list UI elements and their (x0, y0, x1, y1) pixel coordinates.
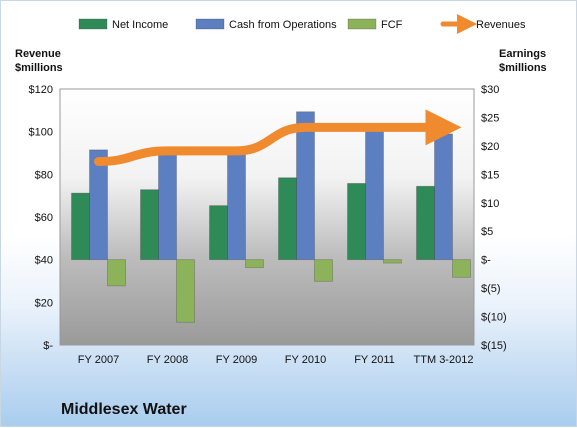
left-axis-title-line2: $millions (15, 62, 63, 74)
revenue-line (94, 109, 462, 167)
bar-fcf (176, 259, 195, 323)
legend-label-net-income: Net Income (112, 19, 168, 31)
revenue-line-series (94, 109, 462, 167)
left-axis-ticks: $- $20 $40 $60 $80 $100 $120 (29, 84, 54, 352)
right-axis-ticks: $(15) $(10) $(5) $- $5 $10 $15 $20 $25 $30 (481, 84, 507, 352)
left-tick-label: $60 (35, 212, 53, 224)
x-tick-label: FY 2008 (147, 354, 188, 366)
legend: Net Income Cash from Operations FCF Revenue… (78, 14, 526, 34)
bar-cash-from-operations (227, 154, 246, 261)
x-tick-label: TTM 3-2012 (414, 354, 474, 366)
bar-fcf (452, 259, 471, 278)
x-tick-label: FY 2011 (354, 354, 395, 366)
left-tick-label: $20 (35, 297, 53, 309)
legend-swatch-cash-from-operations (195, 18, 225, 30)
bar-series (71, 111, 471, 323)
legend-label-fcf: FCF (381, 19, 403, 31)
left-tick-label: $- (43, 340, 53, 352)
right-tick-label: $- (481, 255, 491, 267)
bar-fcf (314, 259, 333, 282)
bar-cash-from-operations (158, 147, 177, 261)
bar-fcf (107, 259, 126, 287)
bar-cash-from-operations (365, 129, 384, 261)
bar-net-income (140, 189, 159, 261)
legend-swatch-net-income (78, 18, 108, 30)
left-tick-label: $120 (29, 84, 53, 96)
right-tick-label: $(10) (481, 312, 507, 324)
right-tick-label: $30 (481, 84, 499, 96)
right-tick-label: $5 (481, 226, 493, 238)
bar-cash-from-operations (89, 149, 108, 261)
bar-cash-from-operations (296, 111, 315, 261)
x-tick-label: FY 2010 (285, 354, 326, 366)
bar-fcf (383, 259, 402, 264)
bar-net-income (416, 185, 435, 261)
right-tick-label: $10 (481, 198, 499, 210)
x-axis-ticks: FY 2007 FY 2008 FY 2009 FY 2010 FY 2011 TTM 3… (78, 354, 474, 366)
x-tick-label: FY 2009 (216, 354, 257, 366)
left-tick-label: $100 (29, 127, 53, 139)
left-tick-label: $80 (35, 169, 53, 181)
chart-title: Middlesex Water (61, 401, 187, 418)
left-axis-title-line1: Revenue (15, 48, 61, 60)
legend-label-revenues: Revenues (476, 19, 526, 31)
right-tick-label: $(5) (481, 283, 501, 295)
right-tick-label: $25 (481, 112, 499, 124)
bar-net-income (278, 177, 297, 261)
left-tick-label: $40 (35, 255, 53, 267)
right-axis-title-line1: Earnings (499, 48, 546, 60)
legend-label-cash-from-operations: Cash from Operations (229, 19, 337, 31)
right-tick-label: $15 (481, 169, 499, 181)
bar-net-income (209, 205, 228, 261)
right-tick-label: $20 (481, 141, 499, 153)
bar-cash-from-operations (434, 133, 453, 261)
bar-fcf (245, 259, 264, 269)
x-tick-label: FY 2007 (78, 354, 119, 366)
bar-net-income (71, 192, 90, 261)
right-axis-title-line2: $millions (499, 62, 547, 74)
right-tick-label: $(15) (481, 340, 507, 352)
legend-swatch-fcf (347, 18, 377, 30)
bar-net-income (347, 183, 366, 261)
